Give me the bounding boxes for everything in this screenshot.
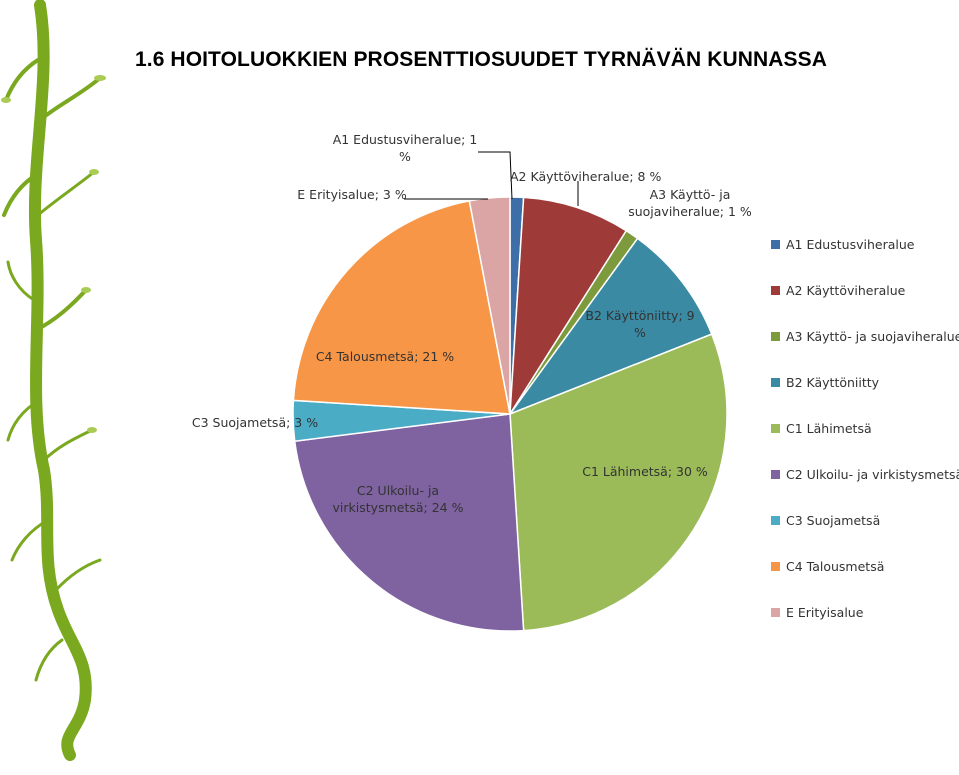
legend-label-e-erityisalue: E Erityisalue [786, 605, 864, 620]
data-label-b2-k-ytt-niitty: B2 Käyttöniitty; 9% [585, 308, 694, 340]
legend-label-a2-k-ytt-viheralue: A2 Käyttöviheralue [786, 283, 906, 298]
slice-e-erityisalue [468, 196, 511, 415]
slice-c1-l-himets [509, 333, 728, 632]
legend-swatch-c1-l-himets [771, 424, 780, 433]
leader-lines [404, 151, 579, 206]
slice-b2-k-ytt-niitty [507, 237, 713, 416]
slice-c2-ulkoilu-ja-virkistysmets [293, 413, 525, 632]
legend-label-a1-edustusviheralue: A1 Edustusviheralue [786, 237, 915, 252]
data-label-c1-l-himets: C1 Lähimetsä; 30 % [582, 464, 708, 479]
data-labels: A1 Edustusviheralue; 1 % A2 Käyttöviheralu… [192, 132, 752, 515]
data-label-c4-talousmets: C4 Talousmetsä; 21 % [316, 349, 454, 364]
data-label-a2-k-ytt-viheralue: A2 Käyttöviheralue; 8 % [510, 169, 661, 184]
legend-swatch-a2-k-ytt-viheralue [771, 286, 780, 295]
legend-label-c4-talousmets: C4 Talousmetsä [786, 559, 884, 574]
data-label-e-erityisalue: E Erityisalue; 3 % [297, 187, 407, 202]
legend-swatch-c3-suojamets [771, 516, 780, 525]
data-label-c3-suojamets: C3 Suojametsä; 3 % [192, 415, 318, 430]
legend: A1 Edustusviheralue A2 Käyttöviheralue A3 … [771, 237, 959, 620]
legend-label-c3-suojamets: C3 Suojametsä [786, 513, 880, 528]
data-label-c2-ulkoilu-ja-virkistysmets: C2 Ulkoilu- ja virkistysmetsä; 24 % [333, 483, 464, 515]
green-branch-icon [1, 0, 106, 761]
legend-swatch-c2-ulkoilu-ja-virkistysmets [771, 470, 780, 479]
legend-swatch-a1-edustusviheralue [771, 240, 780, 249]
legend-swatch-a3-k-ytt-ja-suojaviheralue [771, 332, 780, 341]
legend-swatch-b2-k-ytt-niitty [771, 378, 780, 387]
data-label-a3-k-ytt-ja-suojaviheralue: A3 Käyttö- ja suojaviheralue; 1 % [628, 187, 752, 219]
legend-label-c2-ulkoilu-ja-virkistysmets: C2 Ulkoilu- ja virkistysmetsä [786, 467, 959, 482]
slice-a2-k-ytt-viheralue [509, 196, 628, 415]
slice-c4-talousmets [292, 199, 511, 415]
data-label-a1-edustusviheralue: A1 Edustusviheralue; 1% [333, 132, 478, 164]
legend-swatch-e-erityisalue [771, 608, 780, 617]
legend-swatch-c4-talousmets [771, 562, 780, 571]
legend-label-c1-l-himets: C1 Lähimetsä [786, 421, 872, 436]
leader-line-a1-edustusviheralue [478, 151, 513, 200]
page-title: 1.6 HOITOLUOKKIEN PROSENTTIOSUUDET TYRNÄ… [135, 48, 828, 71]
pie-slices [292, 196, 728, 632]
legend-label-b2-k-ytt-niitty: B2 Käyttöniitty [786, 375, 880, 390]
legend-label-a3-k-ytt-ja-suojaviheralue: A3 Käyttö- ja suojaviheralue [786, 329, 959, 344]
